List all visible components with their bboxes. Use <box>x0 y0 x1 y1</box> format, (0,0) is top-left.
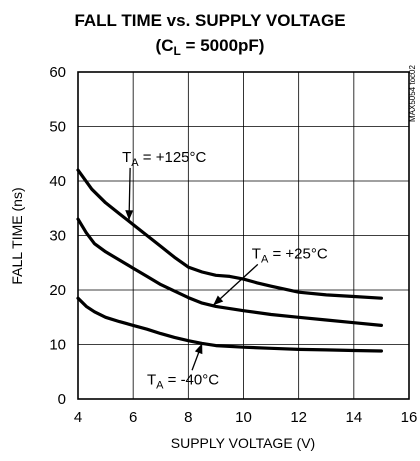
x-axis-label: SUPPLY VOLTAGE (V) <box>171 435 315 451</box>
y-tick-label: 0 <box>58 391 66 408</box>
x-tick-label: 4 <box>74 409 82 426</box>
y-axis-label: FALL TIME (ns) <box>9 187 25 284</box>
annotation-layer: TA = +125°C TA = +25°C TA = -40°C <box>122 149 328 391</box>
y-tick-label: 20 <box>49 282 66 299</box>
x-tick-label: 16 <box>401 409 418 426</box>
chart-id-label: MAX5054 toc02 <box>408 65 417 122</box>
series-label-2: TA = -40°C <box>147 371 219 391</box>
series-label-1: TA = +25°C <box>252 245 328 265</box>
series-label-0: TA = +125°C <box>122 149 206 169</box>
series-line-0 <box>76 168 383 300</box>
y-tick-label: 30 <box>49 228 66 245</box>
series-line-1 <box>76 217 383 327</box>
x-tick-label: 10 <box>235 409 252 426</box>
annotation-arrowhead <box>125 210 134 221</box>
y-tick-label: 40 <box>49 173 66 190</box>
x-tick-label: 8 <box>184 409 192 426</box>
grid-layer <box>78 72 409 399</box>
x-tick-label: 12 <box>290 409 307 426</box>
tick-layer: 4 6 8 10 12 14 16 0 10 20 30 40 50 60 <box>49 64 417 426</box>
subtitle-sub: L <box>173 44 180 58</box>
x-tick-label: 14 <box>345 409 362 426</box>
series-layer <box>76 168 383 353</box>
y-tick-label: 50 <box>49 119 66 136</box>
subtitle-open: (C <box>156 36 174 55</box>
chart-title: FALL TIME vs. SUPPLY VOLTAGE <box>74 11 345 30</box>
annotation-arrowhead <box>194 343 203 355</box>
x-tick-label: 6 <box>129 409 137 426</box>
y-tick-label: 10 <box>49 337 66 354</box>
y-tick-label: 60 <box>49 64 66 81</box>
subtitle-close: = 5000pF) <box>181 36 265 55</box>
chart-subtitle: (CL = 5000pF) <box>156 36 265 58</box>
series-line-2 <box>76 296 383 353</box>
annotation-arrow <box>212 263 259 306</box>
annotation-arrowhead <box>213 295 224 306</box>
plot-frame <box>77 71 410 400</box>
